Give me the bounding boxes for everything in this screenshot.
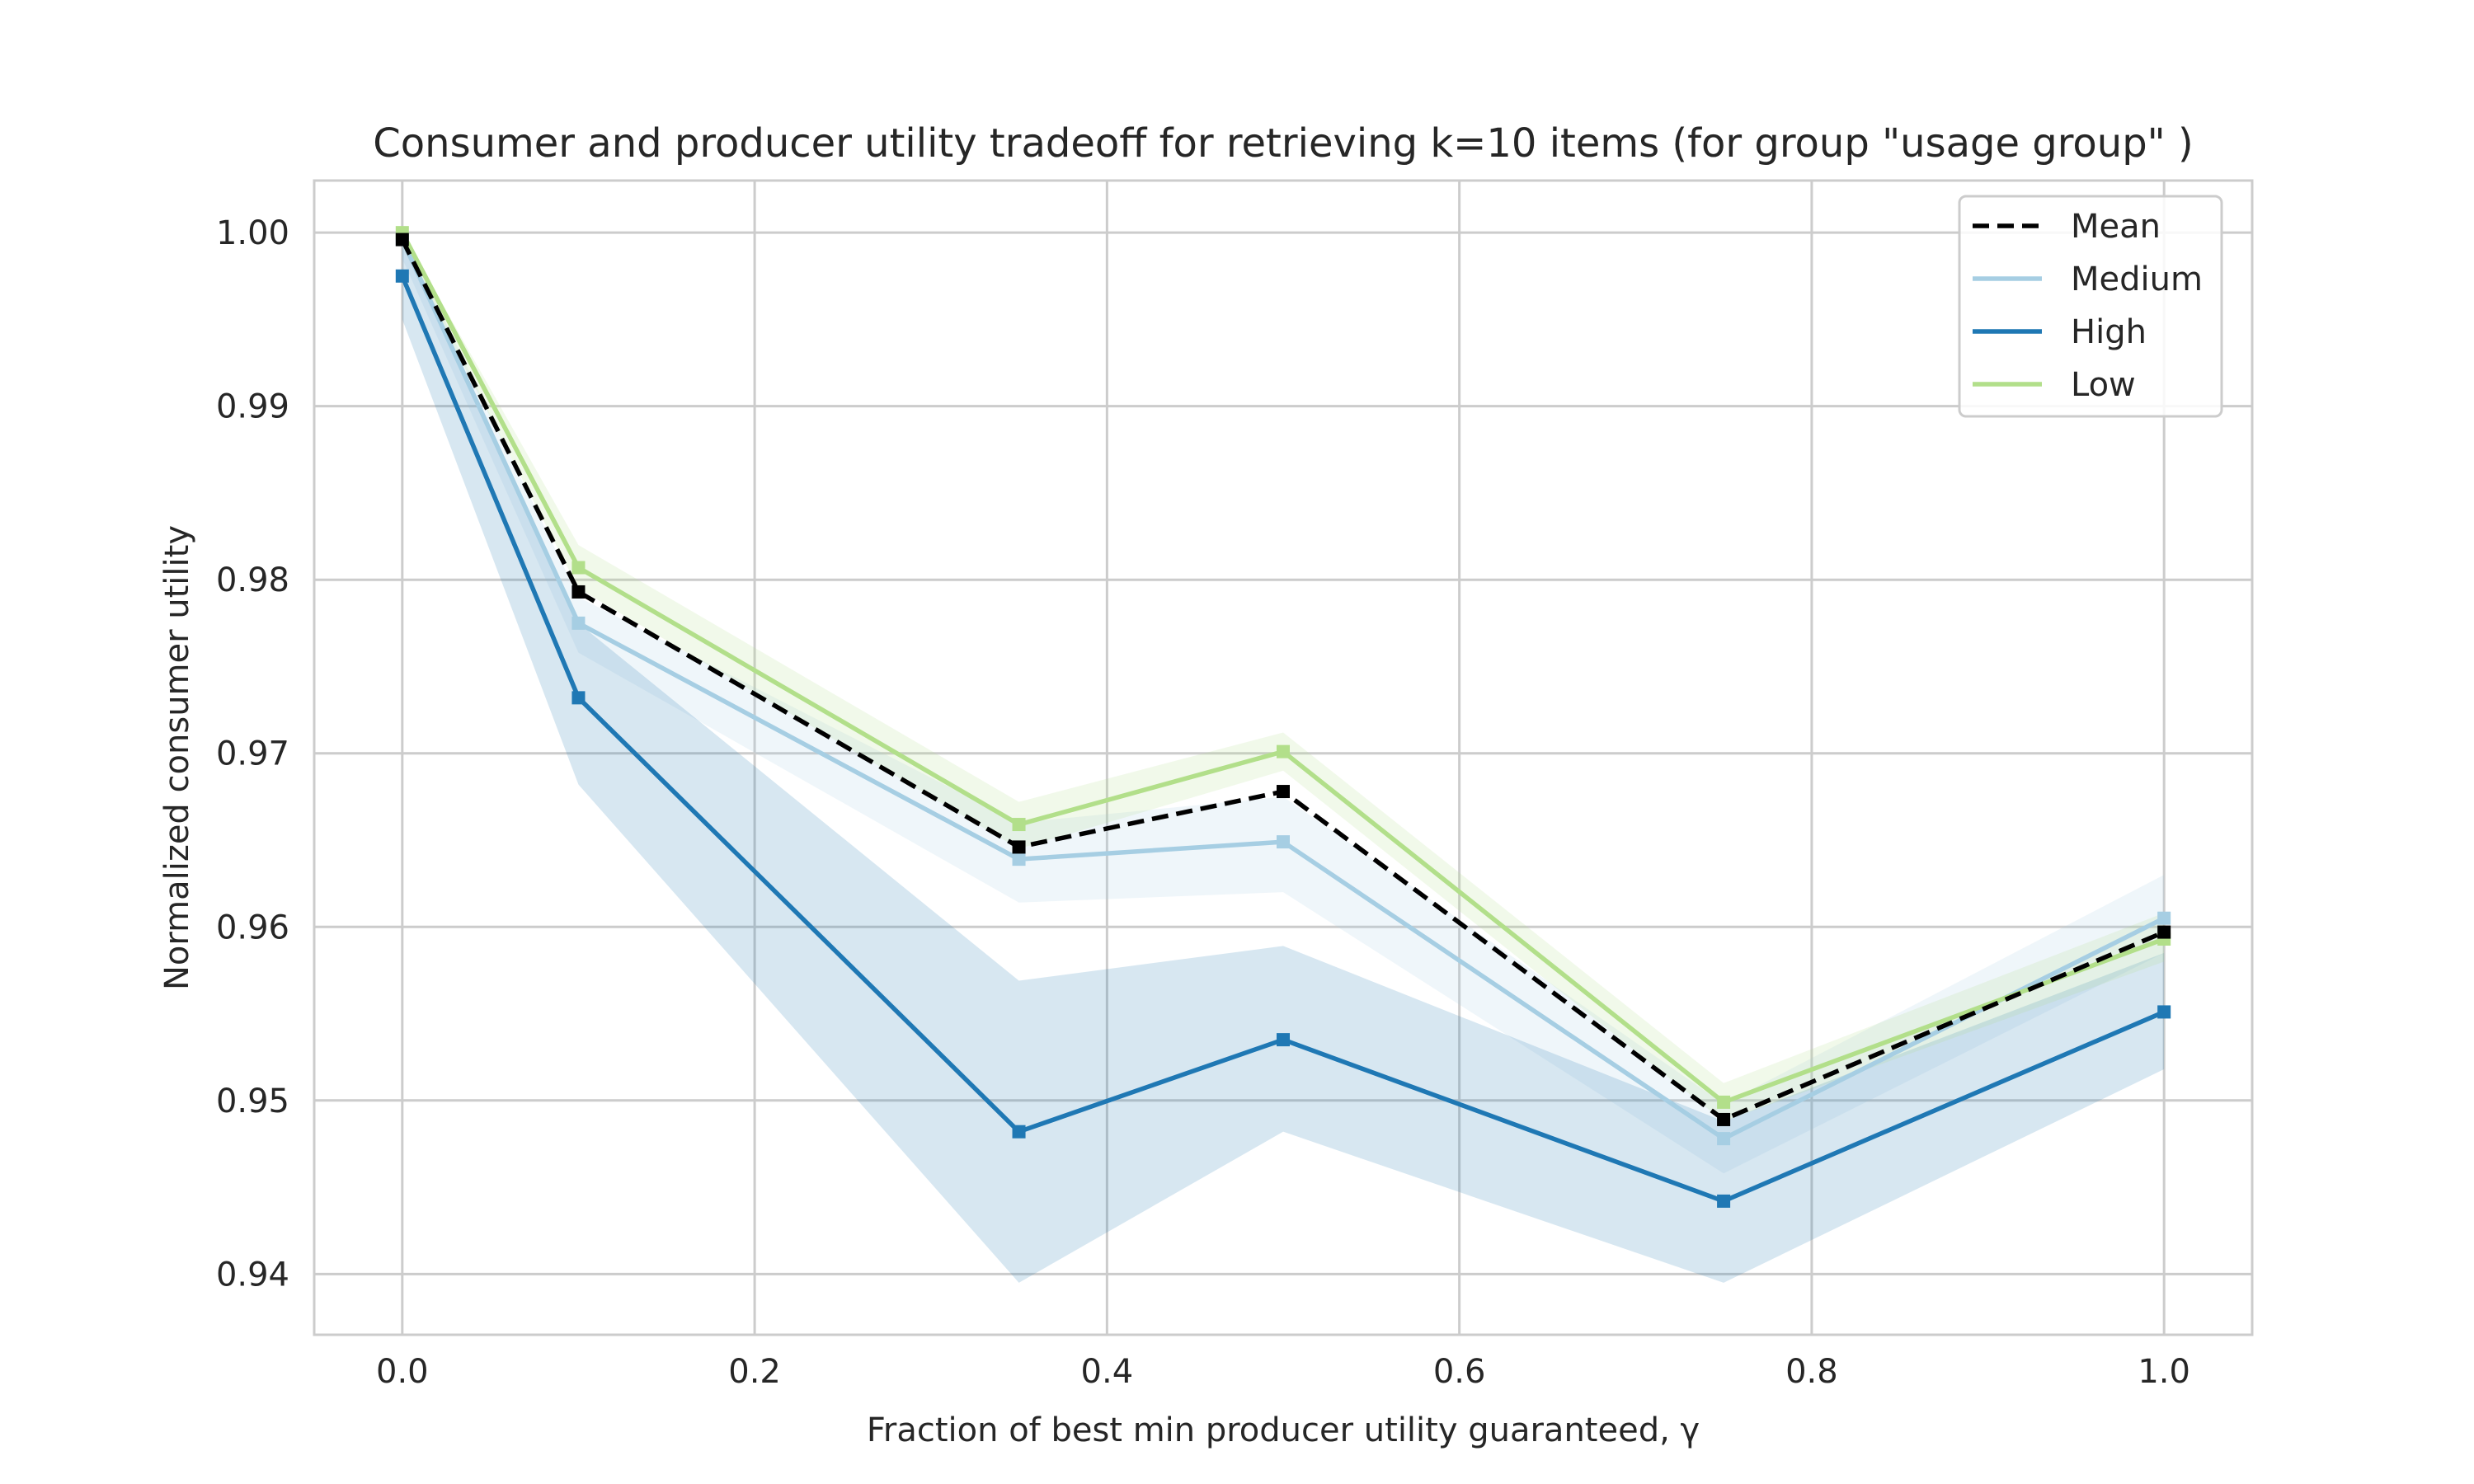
data-point-high bbox=[1012, 1125, 1026, 1139]
data-point-high bbox=[1717, 1194, 1731, 1208]
series-line-high bbox=[400, 275, 2166, 1204]
legend-label-high: High bbox=[2071, 313, 2147, 351]
data-point-low bbox=[571, 561, 586, 575]
data-point-low bbox=[1012, 818, 1026, 832]
legend-box bbox=[1958, 195, 2223, 418]
legend-label-mean: Mean bbox=[2071, 208, 2161, 246]
legend-label-low: Low bbox=[2071, 366, 2136, 404]
confidence-bands bbox=[402, 232, 2165, 1283]
data-point-medium bbox=[1012, 852, 1026, 866]
data-point-mean bbox=[395, 232, 409, 247]
chart-title: Consumer and producer utility tradeoff f… bbox=[373, 120, 2193, 167]
series-line-mean bbox=[400, 238, 2166, 1122]
data-point-mean bbox=[571, 585, 586, 599]
data-point-high bbox=[395, 269, 409, 283]
band-medium bbox=[402, 232, 2165, 1174]
y-tick-label: 0.95 bbox=[216, 1082, 289, 1120]
data-point-mean bbox=[2157, 925, 2171, 939]
data-point-high bbox=[1277, 1033, 1290, 1047]
data-point-high bbox=[571, 691, 586, 705]
data-point-low bbox=[1277, 744, 1290, 758]
x-tick-label: 0.4 bbox=[1081, 1353, 1134, 1391]
data-point-low bbox=[1717, 1095, 1731, 1109]
x-tick-label: 0.2 bbox=[728, 1353, 781, 1391]
tick-labels: 0.0 0.2 0.4 0.6 0.8 1.0 0.94 0.95 0.96 0.97 0.98 0.… bbox=[216, 214, 2190, 1391]
y-tick-label: 0.98 bbox=[216, 561, 289, 599]
series-lines bbox=[395, 226, 2171, 1208]
y-tick-label: 0.97 bbox=[216, 735, 289, 773]
x-tick-label: 0.6 bbox=[1433, 1353, 1486, 1391]
data-point-medium bbox=[1717, 1132, 1731, 1146]
y-tick-label: 0.96 bbox=[216, 909, 289, 946]
y-tick-label: 0.99 bbox=[216, 388, 289, 426]
data-point-mean bbox=[1717, 1112, 1731, 1126]
legend-label-medium: Medium bbox=[2071, 261, 2203, 298]
data-point-mean bbox=[1012, 840, 1026, 854]
x-axis-label: Fraction of best min producer utility gu… bbox=[867, 1411, 1700, 1449]
y-tick-label: 1.00 bbox=[216, 214, 289, 252]
data-point-medium bbox=[2157, 911, 2171, 925]
series-line-low bbox=[400, 231, 2166, 1105]
series-line-medium bbox=[400, 238, 2166, 1141]
y-axis-label: Normalized consumer utility bbox=[158, 525, 196, 990]
x-tick-label: 1.0 bbox=[2138, 1353, 2190, 1391]
data-point-medium bbox=[1277, 835, 1290, 849]
data-point-high bbox=[2157, 1005, 2171, 1019]
legend: Mean Medium High Low bbox=[1958, 195, 2223, 418]
x-tick-label: 0.8 bbox=[1785, 1353, 1838, 1391]
x-tick-label: 0.0 bbox=[376, 1353, 429, 1391]
data-point-medium bbox=[571, 616, 586, 630]
band-low bbox=[402, 232, 2165, 1122]
band-high bbox=[402, 241, 2165, 1283]
data-point-mean bbox=[1277, 785, 1290, 799]
plot-frame bbox=[313, 179, 2254, 1336]
y-tick-label: 0.94 bbox=[216, 1256, 289, 1294]
